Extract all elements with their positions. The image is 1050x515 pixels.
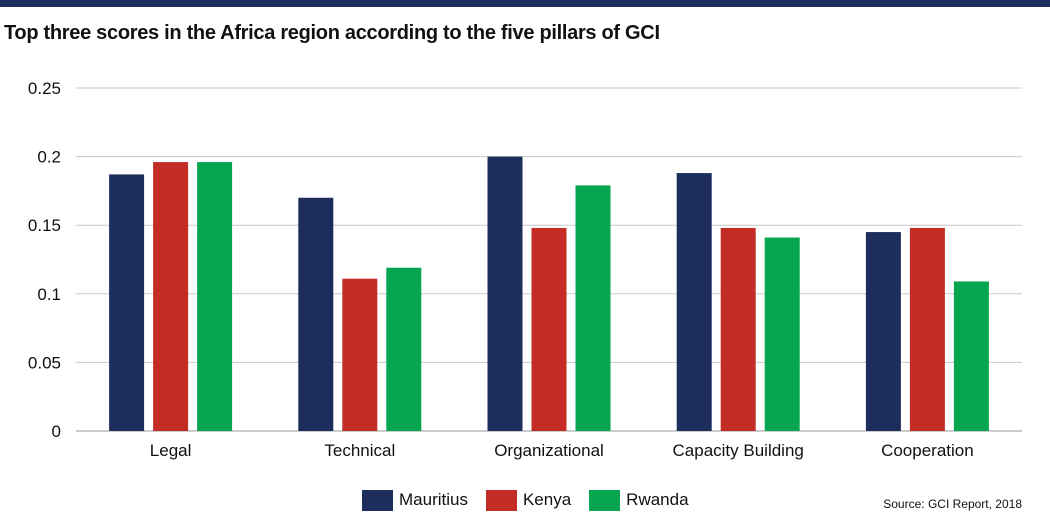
bar-rwanda-technical [386,267,422,431]
y-tick-label: 0.05 [28,353,61,372]
y-tick-label: 0.15 [28,216,61,235]
bar-kenya-legal [153,162,189,431]
bar-mauritius-technical [298,197,334,431]
bar-mauritius-cooperation [865,232,901,431]
legend-item-mauritius: Mauritius [362,489,468,511]
bar-rwanda-capacity-building [764,237,800,431]
bar-kenya-technical [342,278,378,431]
x-tick-label: Technical [324,441,395,460]
x-tick-label: Cooperation [881,441,974,460]
header-bar [0,0,1050,7]
legend-label: Mauritius [399,490,468,509]
bar-mauritius-legal [109,174,145,431]
legend-swatch [485,489,517,511]
x-tick-label: Capacity Building [673,441,804,460]
legend: Mauritius Kenya Rwanda [362,489,707,511]
y-tick-label: 0.1 [37,285,61,304]
source-note: Source: GCI Report, 2018 [883,497,1022,511]
legend-label: Kenya [522,490,572,509]
legend-item-kenya: Kenya [485,489,572,511]
y-tick-label: 0 [52,422,61,441]
chart-title: Top three scores in the Africa region ac… [4,22,660,44]
legend-swatch [589,489,621,511]
y-tick-label: 0.2 [37,148,61,167]
y-tick-label: 0.25 [28,79,61,98]
x-tick-label: Organizational [494,441,604,460]
x-tick-label: Legal [150,441,192,460]
legend-item-rwanda: Rwanda [589,489,689,511]
bar-mauritius-organizational [487,156,523,431]
bar-mauritius-capacity-building [676,173,712,431]
legend-swatch [362,489,393,511]
bar-kenya-organizational [531,227,567,431]
bar-kenya-capacity-building [720,227,756,431]
bar-kenya-cooperation [909,227,945,431]
legend-label: Rwanda [626,490,689,509]
bar-rwanda-organizational [575,185,611,431]
bar-rwanda-legal [197,162,233,431]
bar-rwanda-cooperation [953,281,989,431]
